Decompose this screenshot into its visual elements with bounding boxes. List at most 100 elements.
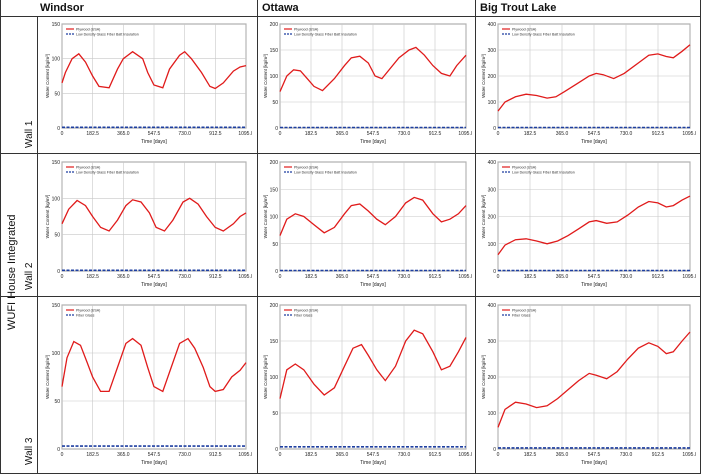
table-rule <box>475 0 476 474</box>
row-label-wall-2: Wall 2 <box>24 262 35 290</box>
x-tick-label: 365.0 <box>336 131 349 137</box>
x-tick-label: 912.5 <box>209 131 222 137</box>
x-tick-label: 182.5 <box>305 131 318 137</box>
x-tick-label: 365.0 <box>556 131 569 137</box>
x-axis-label: Time [days] <box>360 282 386 288</box>
x-tick-label: 912.5 <box>429 274 442 280</box>
y-tick-label: 100 <box>270 215 279 221</box>
x-tick-label: 730.0 <box>398 274 411 280</box>
x-tick-label: 547.5 <box>367 131 380 137</box>
x-tick-label: 182.5 <box>86 274 99 280</box>
x-tick-label: 1095.0 <box>682 131 696 137</box>
y-axis-label: Water Content [kg/m³] <box>263 54 268 98</box>
chart-5: 0 182.5 365.0 547.5 730.0 912.5 1095.0 0 100 200 3… <box>481 160 696 288</box>
series-line-0 <box>279 196 467 236</box>
x-axis-label: Time [days] <box>581 460 607 466</box>
x-tick-label: 912.5 <box>429 452 442 458</box>
x-tick-label: 1095.0 <box>238 452 252 458</box>
x-tick-label: 182.5 <box>86 452 99 458</box>
series-line-0 <box>497 44 691 112</box>
x-axis-label: Time [days] <box>581 139 607 145</box>
x-tick-label: 730.0 <box>620 452 633 458</box>
group-label: WUFI House Integrated <box>6 214 18 330</box>
y-tick-label: 200 <box>270 160 279 166</box>
table-rule <box>0 0 1 474</box>
legend-entry: Low Density Glass Fiber Batt Insulation <box>76 171 139 175</box>
x-tick-label: 1095.0 <box>682 452 696 458</box>
x-tick-label: 0 <box>497 452 500 458</box>
y-tick-label: 0 <box>493 269 496 275</box>
x-tick-label: 365.0 <box>117 452 130 458</box>
x-axis-label: Time [days] <box>141 460 167 466</box>
y-axis-label: Water Content [kg/m³] <box>45 195 50 239</box>
y-tick-label: 0 <box>493 447 496 453</box>
x-tick-label: 547.5 <box>148 452 161 458</box>
x-tick-label: 182.5 <box>305 452 318 458</box>
x-tick-label: 0 <box>61 452 64 458</box>
y-tick-label: 100 <box>488 100 497 106</box>
x-tick-label: 0 <box>279 274 282 280</box>
column-header-windsor: Windsor <box>40 2 84 14</box>
y-tick-label: 0 <box>57 447 60 453</box>
y-tick-label: 150 <box>270 187 279 193</box>
legend-entry: Low Density Glass Fiber Batt Insulation <box>76 33 139 37</box>
y-tick-label: 100 <box>52 57 61 63</box>
legend-entry: Plywood (USA) <box>512 28 536 32</box>
y-tick-label: 0 <box>275 126 278 132</box>
table-rule <box>257 0 258 474</box>
y-tick-label: 150 <box>52 303 61 309</box>
legend-entry: Plywood (USA) <box>294 309 318 313</box>
row-label-wall-3: Wall 3 <box>24 437 35 465</box>
x-tick-label: 0 <box>279 131 282 137</box>
y-tick-label: 400 <box>488 303 497 309</box>
x-tick-label: 0 <box>61 274 64 280</box>
y-tick-label: 300 <box>488 339 497 345</box>
y-tick-label: 50 <box>54 91 60 97</box>
legend-entry: Plywood (USA) <box>76 309 100 313</box>
series-line-0 <box>61 50 247 90</box>
chart-0: 0 182.5 365.0 547.5 730.0 912.5 1095.0 0 50 100 15… <box>45 22 252 145</box>
y-tick-label: 400 <box>488 160 497 166</box>
y-tick-label: 200 <box>270 22 279 28</box>
x-tick-label: 912.5 <box>652 131 665 137</box>
x-tick-label: 547.5 <box>588 452 601 458</box>
x-tick-label: 912.5 <box>652 452 665 458</box>
y-tick-label: 100 <box>52 351 61 357</box>
x-tick-label: 365.0 <box>336 274 349 280</box>
x-tick-label: 365.0 <box>556 274 569 280</box>
y-axis-label: Water Content [kg/m³] <box>481 195 486 239</box>
legend-entry: Low Density Glass Fiber Batt Insulation <box>294 33 357 37</box>
chart-7: 0 182.5 365.0 547.5 730.0 912.5 1095.0 0 50 100 15… <box>263 303 472 466</box>
series-line-0 <box>61 337 247 393</box>
y-axis-label: Water Content [kg/m³] <box>263 355 268 399</box>
chart-2: 0 182.5 365.0 547.5 730.0 912.5 1095.0 0 100 200 3… <box>481 22 696 145</box>
x-tick-label: 912.5 <box>429 131 442 137</box>
legend-entry: Fiber Glass <box>76 314 95 318</box>
x-tick-label: 730.0 <box>398 452 411 458</box>
x-tick-label: 547.5 <box>367 274 380 280</box>
x-tick-label: 730.0 <box>398 131 411 137</box>
legend-entry: Low Density Glass Fiber Batt Insulation <box>294 171 357 175</box>
chart-4: 0 182.5 365.0 547.5 730.0 912.5 1095.0 0 50 100 15… <box>263 160 472 288</box>
x-tick-label: 365.0 <box>556 452 569 458</box>
y-tick-label: 200 <box>488 215 497 221</box>
x-tick-label: 1095.0 <box>238 274 252 280</box>
y-tick-label: 100 <box>52 196 61 202</box>
y-tick-label: 50 <box>54 399 60 405</box>
x-axis-label: Time [days] <box>141 139 167 145</box>
x-tick-label: 1095.0 <box>682 274 696 280</box>
legend-entry: Low Density Glass Fiber Batt Insulation <box>512 171 575 175</box>
x-tick-label: 1095.0 <box>458 452 472 458</box>
y-tick-label: 200 <box>488 74 497 80</box>
y-tick-label: 0 <box>57 126 60 132</box>
table-rule <box>37 16 38 474</box>
legend-entry: Fiber Glass <box>512 314 531 318</box>
y-tick-label: 150 <box>270 339 279 345</box>
chart-3: 0 182.5 365.0 547.5 730.0 912.5 1095.0 0 50 100 15… <box>45 160 252 288</box>
legend-entry: Plywood (USA) <box>294 28 318 32</box>
x-axis-label: Time [days] <box>581 282 607 288</box>
y-axis-label: Water Content [kg/m³] <box>263 195 268 239</box>
y-tick-label: 0 <box>275 447 278 453</box>
y-tick-label: 50 <box>272 411 278 417</box>
table-rule <box>0 16 701 17</box>
